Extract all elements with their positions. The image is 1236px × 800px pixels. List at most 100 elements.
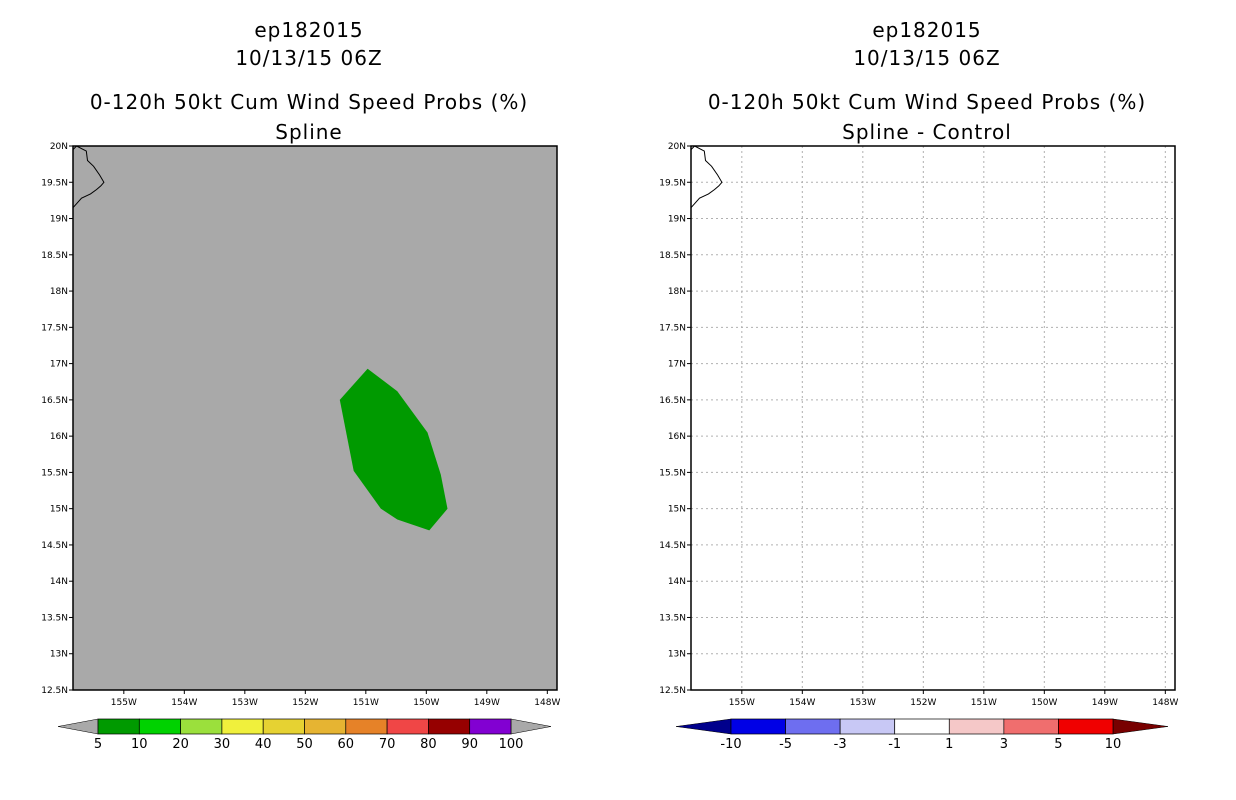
colorbar-label: 5 [1054, 737, 1062, 752]
storm-id-title: ep182015 [254, 18, 364, 42]
lat-label: 20N [668, 142, 686, 152]
lon-label: 149W [1092, 698, 1118, 708]
lat-label: 13N [668, 650, 686, 660]
lat-label: 17N [668, 360, 686, 370]
lon-label: 150W [413, 698, 439, 708]
colorbar-swatch [180, 718, 223, 735]
lat-label: 17.5N [41, 323, 68, 333]
map-spline-control: 20N 19.5N 19N 18.5N 18N 17.5N 17N 16.5N 16N 15.5N… [659, 142, 1178, 752]
lat-label: 17N [50, 360, 68, 370]
lon-label: 151W [353, 698, 379, 708]
subtitle: Spline [275, 120, 343, 144]
colorbar-swatch [97, 718, 140, 735]
lat-label: 15.5N [41, 468, 68, 478]
colorbar-swatch [785, 718, 841, 735]
product-title: 0-120h 50kt Cum Wind Speed Probs (%) [89, 90, 529, 114]
lon-label: 155W [111, 698, 137, 708]
lon-label: 150W [1031, 698, 1057, 708]
storm-id-title: ep182015 [872, 18, 982, 42]
lat-label: 14N [668, 577, 686, 587]
lat-label: 18N [50, 287, 68, 297]
colorbar-swatch [1003, 718, 1059, 735]
coastline [690, 145, 723, 209]
lat-label: 15.5N [659, 468, 686, 478]
lat-label: 16N [668, 432, 686, 442]
colorbar-swatch [839, 718, 896, 735]
lat-label: 18N [668, 287, 686, 297]
map-background [73, 146, 557, 690]
map-background [691, 146, 1175, 690]
colorbar-label: 10 [131, 737, 148, 752]
panel-spline: ep182015 10/13/15 06Z 0-120h 50kt Cum Wi… [41, 18, 560, 752]
lon-label: 154W [789, 698, 815, 708]
panel-spline-control: ep182015 10/13/15 06Z 0-120h 50kt Cum Wi… [618, 0, 1236, 800]
colorbar-swatch [894, 718, 950, 735]
colorbar-high-arrow [1112, 718, 1169, 735]
colorbar-label: 30 [214, 737, 231, 752]
lat-label: 13N [50, 650, 68, 660]
lon-label: 152W [910, 698, 936, 708]
colorbar-low-arrow [675, 718, 732, 735]
colorbar-label: 1 [945, 737, 953, 752]
product-title: 0-120h 50kt Cum Wind Speed Probs (%) [707, 90, 1147, 114]
colorbar-label: -1 [888, 737, 901, 752]
colorbar-label: 90 [461, 737, 478, 752]
lon-label: 153W [850, 698, 876, 708]
lat-label: 15N [50, 505, 68, 515]
lat-label: 13.5N [41, 613, 68, 623]
lon-label: 148W [534, 698, 560, 708]
colorbar-swatch [138, 718, 181, 735]
colorbar-label: -3 [834, 737, 847, 752]
colorbar-swatch [304, 718, 347, 735]
probability-contour [339, 368, 448, 531]
colorbar-label: 70 [379, 737, 396, 752]
map-frame [690, 145, 1176, 691]
lon-label: 155W [729, 698, 755, 708]
lat-label: 19.5N [659, 178, 686, 188]
lon-label: 154W [171, 698, 197, 708]
colorbar-label: 10 [1105, 737, 1122, 752]
colorbar-label: 5 [94, 737, 102, 752]
map-frame [72, 145, 558, 691]
lat-label: 12.5N [659, 686, 686, 696]
colorbar-swatch [262, 718, 305, 735]
colorbar-swatch [1058, 718, 1114, 735]
colorbar-label: 100 [499, 737, 524, 752]
colorbar-label: 50 [296, 737, 313, 752]
lon-label: 149W [474, 698, 500, 708]
colorbar-label: 3 [1000, 737, 1008, 752]
lat-label: 19.5N [41, 178, 68, 188]
colorbar-low-arrow [57, 718, 99, 735]
lat-label: 20N [50, 142, 68, 152]
lat-label: 19N [668, 215, 686, 225]
colorbar-label: -10 [720, 737, 741, 752]
colorbar-swatch [948, 718, 1005, 735]
lat-label: 12.5N [41, 686, 68, 696]
lon-label: 151W [971, 698, 997, 708]
colorbar-swatch [221, 718, 264, 735]
lat-label: 14N [50, 577, 68, 587]
lat-label: 15N [668, 505, 686, 515]
colorbar-label: 20 [172, 737, 189, 752]
colorbar-swatch [345, 718, 388, 735]
colorbar-label: 40 [255, 737, 272, 752]
coastline [72, 145, 105, 209]
lat-label: 16N [50, 432, 68, 442]
lat-label: 14.5N [659, 541, 686, 551]
lon-label: 148W [1152, 698, 1178, 708]
map-spline: 20N 19.5N 19N 18.5N 18N 17.5N 17N 16.5N 16N 15.5N… [41, 142, 560, 752]
lat-label: 18.5N [41, 251, 68, 261]
colorbar-swatch [730, 718, 786, 735]
datetime-title: 10/13/15 06Z [235, 46, 383, 70]
lat-label: 16.5N [41, 396, 68, 406]
lat-label: 17.5N [659, 323, 686, 333]
subtitle: Spline - Control [842, 120, 1012, 144]
lon-label: 152W [292, 698, 318, 708]
colorbar-label: 60 [338, 737, 355, 752]
lat-label: 16.5N [659, 396, 686, 406]
colorbar-high-arrow [510, 718, 552, 735]
datetime-title: 10/13/15 06Z [853, 46, 1001, 70]
colorbar-swatch [469, 718, 512, 735]
colorbar-swatch [428, 718, 471, 735]
lon-label: 153W [232, 698, 258, 708]
